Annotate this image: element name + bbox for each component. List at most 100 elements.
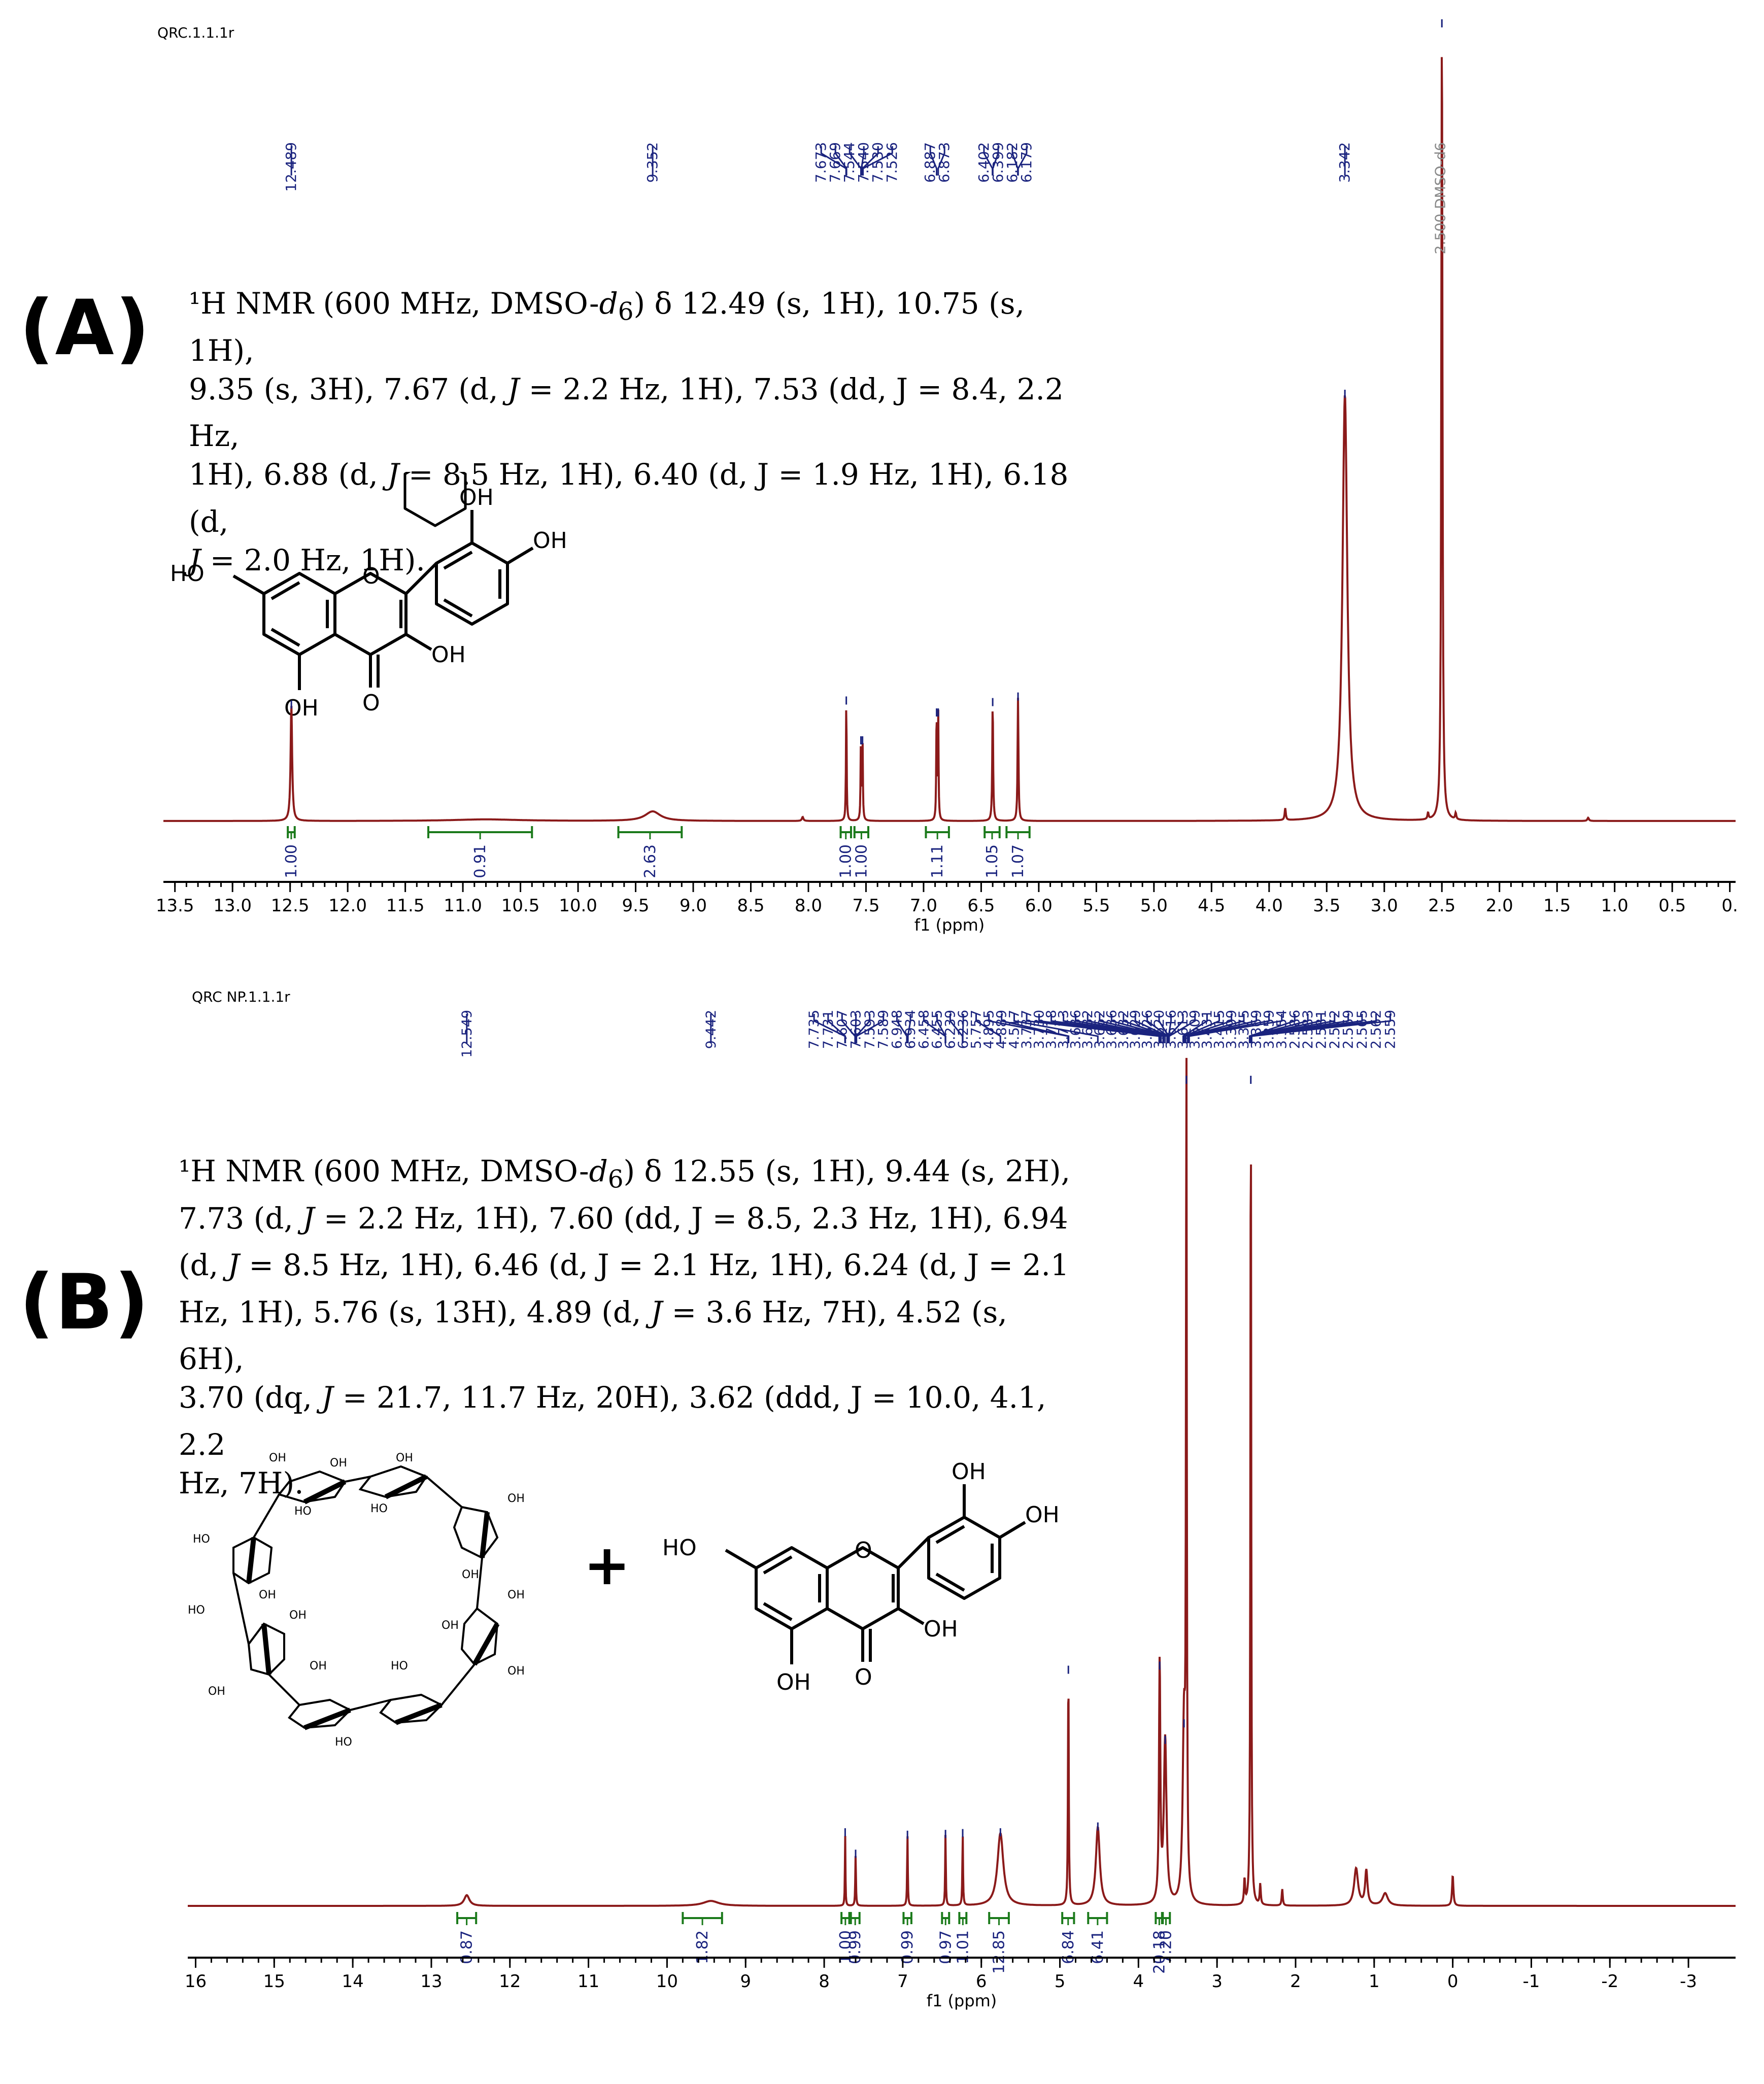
svg-text:OH: OH [507, 1665, 525, 1678]
integral-value: 7.20 [1158, 1930, 1175, 1964]
x-tick-label: -3 [1680, 1971, 1697, 1992]
x-tick-label: 6.5 [967, 896, 995, 916]
x-tick-label: 15 [263, 1971, 285, 1992]
svg-text:HO: HO [294, 1505, 312, 1518]
peak-label-leader [1187, 1014, 1258, 1043]
svg-text:OH: OH [208, 1685, 225, 1698]
structure-label: OH [952, 1459, 986, 1485]
integral-value: 20.18 [1150, 1930, 1168, 1974]
peak-label-leader [937, 146, 945, 176]
peak-label-leader [975, 1014, 1001, 1043]
svg-text:HO: HO [335, 1736, 352, 1749]
peak-label-leader [936, 1014, 946, 1043]
x-tick-label: 9 [740, 1971, 751, 1992]
structure-label: O [362, 690, 380, 716]
structure-label: O [855, 1664, 872, 1690]
x-tick-label: 16 [185, 1971, 207, 1992]
x-tick-label: 4.0 [1256, 896, 1283, 916]
x-tick-label: 5.5 [1082, 896, 1110, 916]
x-axis-label: f1 (ppm) [927, 1991, 997, 2010]
structure-label: OH [1025, 1502, 1060, 1528]
structure-label: OH [459, 485, 494, 510]
integral-value: 1.00 [283, 844, 300, 878]
x-tick-label: 3.5 [1313, 896, 1340, 916]
x-tick-label: 2.5 [1428, 896, 1455, 916]
peak-label-leader [1184, 1014, 1233, 1043]
structure-label: OH [284, 695, 319, 721]
x-tick-label: 10.5 [501, 896, 540, 916]
x-tick-label: -1 [1523, 1971, 1540, 1992]
cyclodextrin-structure: OH OH OH HO HO HO OH OH OH OH HO OH OH O… [188, 1452, 525, 1749]
svg-text:OH: OH [330, 1457, 347, 1470]
x-tick-label: 1.5 [1543, 896, 1571, 916]
svg-text:HO: HO [188, 1604, 205, 1617]
x-tick-label: 10.0 [559, 896, 597, 916]
x-tick-label: 14 [342, 1971, 363, 1992]
svg-text:HO: HO [370, 1502, 388, 1515]
svg-text:OH: OH [259, 1589, 276, 1601]
integral-value: 0.97 [937, 1930, 955, 1964]
structure-label: OH [533, 528, 567, 554]
c-ring [334, 572, 408, 656]
integral-value: 1.00 [853, 844, 870, 878]
desc-line: (d, J = 8.5 Hz, 1H), 6.46 (d, J = 2.1 Hz… [179, 1248, 1069, 1283]
spectrum-chart: 12.549 9.442 7.7357.7317.6077.6037.5937.58… [185, 1010, 1736, 2010]
peak-label-leader [1099, 1014, 1166, 1043]
x-tick-label: 4 [1133, 1971, 1144, 1992]
svg-text:OH: OH [396, 1452, 413, 1464]
desc-line: 1H), 6.88 (d, J = 8.5 Hz, 1H), 6.40 (d, … [189, 457, 1069, 539]
peak-label-leader [827, 1014, 846, 1043]
x-tick-label: 13 [420, 1971, 442, 1992]
x-tick-label: 1.0 [1601, 896, 1629, 916]
peak-label-leader [929, 146, 938, 176]
x-tick-label: 0. [1721, 896, 1738, 916]
x-tick-label: 13.0 [213, 896, 252, 916]
nmr-description: ¹H NMR (600 MHz, DMSO-d6) δ 12.55 (s, 1H… [179, 1152, 1072, 1502]
peak-label-leader [862, 146, 893, 176]
nmr-description: ¹H NMR (600 MHz, DMSO-d6) δ 12.49 (s, 1H… [189, 284, 1082, 588]
x-tick-label: 12 [499, 1971, 521, 1992]
panel-a: QRC.1.1.1r (A) ¹H NMR (600 MHz, DMSO-d6)… [0, 0, 1764, 954]
svg-text:OH: OH [269, 1452, 286, 1464]
panel-b: QRC NP.1.1.1r (B) ¹H NMR (600 MHz, DMSO-… [0, 959, 1764, 2084]
x-tick-label: 7.5 [852, 896, 879, 916]
file-id: QRC.1.1.1r [157, 24, 234, 41]
x-tick-label: 6.0 [1025, 896, 1053, 916]
spectrum-trace [163, 57, 1736, 822]
peak-label-leader [1168, 1014, 1196, 1043]
svg-text:OH: OH [442, 1619, 459, 1632]
x-tick-label: 13.5 [156, 896, 194, 916]
spectrum-chart: 12.489 9.352 7.6737.6697.5447.5407.5307.52… [156, 19, 1738, 935]
integral-value: 6.84 [1060, 1930, 1077, 1964]
peak-label-leader [907, 1014, 911, 1043]
peak-label-leader [1087, 1014, 1165, 1043]
svg-text:OH: OH [462, 1568, 479, 1581]
x-tick-label: 12.5 [271, 896, 310, 916]
x-tick-label: 6 [976, 1971, 987, 1992]
peak-label-leader [1013, 1014, 1099, 1043]
integral-value: 1.11 [929, 844, 946, 878]
peak-label-leader [1188, 1014, 1283, 1043]
integral-value: 1.01 [954, 1930, 972, 1964]
x-tick-label: 12.0 [328, 896, 367, 916]
svg-text:OH: OH [507, 1589, 525, 1601]
integral-value: 1.82 [694, 1930, 711, 1964]
integral-value: 0.87 [458, 1930, 476, 1964]
x-tick-label: 9.5 [622, 896, 649, 916]
x-tick-label: 11 [578, 1971, 599, 1992]
peak-label-leader [896, 1014, 908, 1043]
x-tick-label: 2.0 [1486, 896, 1513, 916]
svg-text:OH: OH [507, 1492, 525, 1505]
integral-value: 2.63 [641, 844, 659, 878]
x-axis-label: f1 (ppm) [914, 915, 985, 935]
x-tick-label: 10 [656, 1971, 678, 1992]
svg-text:HO: HO [193, 1533, 210, 1546]
desc-line: 3.70 (dq, J = 21.7, 11.7 Hz, 20H), 3.62 … [179, 1380, 1046, 1462]
integral-value: 12.85 [991, 1930, 1008, 1974]
desc-line: ¹H NMR (600 MHz, DMSO-d6) δ 12.55 (s, 1H… [179, 1154, 1071, 1194]
x-tick-label: 0 [1447, 1971, 1458, 1992]
integral-value: 0.99 [899, 1930, 917, 1964]
file-id: QRC NP.1.1.1r [192, 988, 290, 1005]
x-tick-label: -2 [1601, 1971, 1618, 1992]
peak-label-leader [1063, 1014, 1162, 1043]
